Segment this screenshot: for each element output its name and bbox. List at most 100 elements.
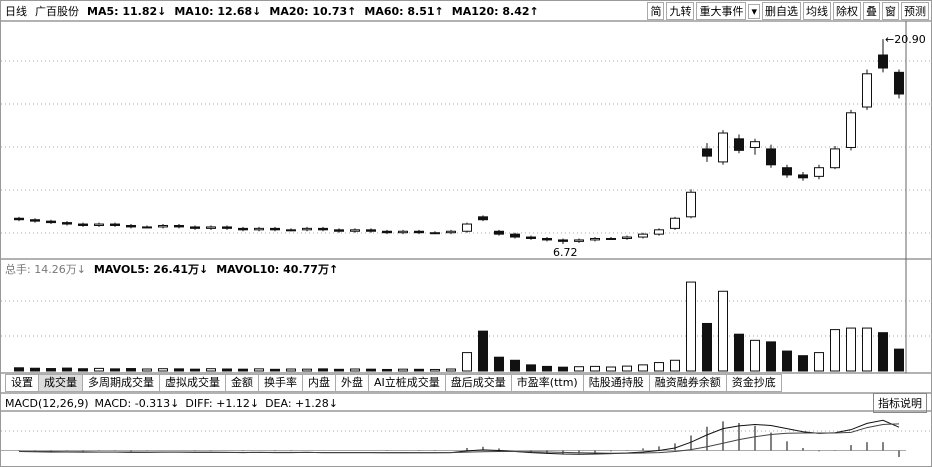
candle-body <box>830 148 840 169</box>
candle-body <box>702 148 712 157</box>
volume-bar <box>590 365 600 372</box>
volume-bar <box>670 359 680 372</box>
volume-bar <box>126 368 136 372</box>
volume-bar <box>46 368 56 372</box>
toolbar-button[interactable]: 叠 <box>863 2 880 20</box>
candle-body <box>30 219 40 222</box>
tab[interactable]: 金额 <box>226 374 259 392</box>
volume-bar <box>638 364 648 372</box>
candle-body <box>350 229 360 232</box>
candle-body <box>126 224 136 228</box>
macd-legend: MACD(12,26,9) MACD: -0.313↓ DIFF: +1.12↓ DE… <box>5 395 344 411</box>
volume-bar <box>814 352 824 372</box>
toolbar-button[interactable]: 预测 <box>901 2 929 20</box>
tab[interactable]: 设置 <box>5 374 39 392</box>
volume-bar <box>542 365 552 372</box>
toolbar-button[interactable]: 九转 <box>666 2 695 20</box>
volume-bar <box>430 368 440 372</box>
tab[interactable]: AI立桩成交量 <box>369 374 446 392</box>
tab[interactable]: 陆股通持股 <box>583 374 650 392</box>
toolbar: 简九转 重大事件 ▾ 删自选 均线 除权叠窗预测 <box>645 2 929 20</box>
candle-body <box>46 220 56 224</box>
volume-bar <box>510 359 520 372</box>
ma-label: MA60: 8.51↑ <box>364 4 444 18</box>
candle-body <box>110 223 120 226</box>
candle-body <box>334 229 344 232</box>
period[interactable]: 日线 <box>5 5 27 18</box>
volume-bar <box>446 368 456 372</box>
macd-legend-item: MACD: -0.313↓ <box>94 396 180 410</box>
tab[interactable]: 外盘 <box>336 374 369 392</box>
candle-body <box>766 148 776 166</box>
candle-body <box>686 191 696 218</box>
toolbar-button[interactable]: 窗 <box>882 2 899 20</box>
candle-body <box>494 230 504 235</box>
toolbar-button[interactable]: 均线 <box>803 2 831 20</box>
volume-bar <box>414 368 424 372</box>
candle-body <box>878 54 888 69</box>
volume-bar <box>846 327 856 372</box>
toolbar-button[interactable]: 除权 <box>833 2 861 20</box>
tab[interactable]: 虚拟成交量 <box>160 374 226 392</box>
tab[interactable]: 多周期成交量 <box>83 374 160 392</box>
candle-body <box>318 227 328 231</box>
stock-name: 广百股份 <box>35 5 79 18</box>
tab[interactable]: 市盈率(ttm) <box>511 374 584 392</box>
candle-body <box>894 71 904 95</box>
candle-body <box>862 73 872 108</box>
toolbar-button[interactable]: 简 <box>647 2 665 20</box>
volume-bar <box>334 368 344 372</box>
candle-body <box>734 138 744 151</box>
toolbar-button[interactable]: 删自选 <box>762 2 801 20</box>
candle-body <box>238 227 248 231</box>
candle-body <box>286 229 296 232</box>
volume-bar <box>686 281 696 372</box>
candle-body <box>798 174 808 179</box>
indicator-button[interactable]: 指标说明 <box>873 393 927 413</box>
volume-bar <box>606 366 616 372</box>
volume-bar <box>398 368 408 372</box>
high-annotation: ←20.90 <box>885 33 926 46</box>
candle-body <box>526 236 536 239</box>
volume-bar <box>462 352 472 372</box>
tab[interactable]: 换手率 <box>259 374 303 392</box>
volume-bar <box>718 290 728 372</box>
candle-body <box>302 227 312 231</box>
volume-bar <box>382 368 392 372</box>
macd-legend-item: DEA: +1.28↓ <box>265 396 338 410</box>
volume-bar <box>366 368 376 372</box>
toolbar-button[interactable]: ▾ <box>748 3 760 19</box>
candle-body <box>718 132 728 163</box>
grid <box>1 60 931 432</box>
ma-label: MA10: 12.68↓ <box>174 4 262 18</box>
volume-bar <box>782 350 792 372</box>
volume-bar <box>750 339 760 372</box>
tab[interactable]: 内盘 <box>303 374 336 392</box>
volume-bar <box>318 368 328 372</box>
candle-body <box>78 223 88 226</box>
tab[interactable]: 融资融券余额 <box>649 374 727 392</box>
volume-bar <box>62 367 72 372</box>
volume-bar <box>830 329 840 372</box>
volume-legend-item: MAVOL5: 26.41万↓ <box>93 263 209 276</box>
candle-body <box>206 226 216 229</box>
volume-bar <box>798 355 808 372</box>
volume-bar <box>350 368 360 372</box>
tab[interactable]: 盘后成交量 <box>445 374 512 392</box>
volume-bar <box>894 348 904 372</box>
tab[interactable]: 资金抄底 <box>726 374 782 392</box>
volume-legend-item: 总手: 14.26万↓ <box>5 263 86 276</box>
candle-body <box>222 226 232 229</box>
volume-bar <box>158 368 168 372</box>
volume-bar <box>878 332 888 372</box>
volume-bar <box>478 330 488 372</box>
volume-bar <box>494 356 504 372</box>
ma-label: MA20: 10.73↑ <box>269 4 357 18</box>
candle-body <box>462 223 472 232</box>
candle-body <box>622 236 632 239</box>
low-annotation: 6.72 <box>553 246 578 259</box>
toolbar-button[interactable]: 重大事件 <box>696 2 747 20</box>
tab[interactable]: 成交量 <box>39 374 83 392</box>
